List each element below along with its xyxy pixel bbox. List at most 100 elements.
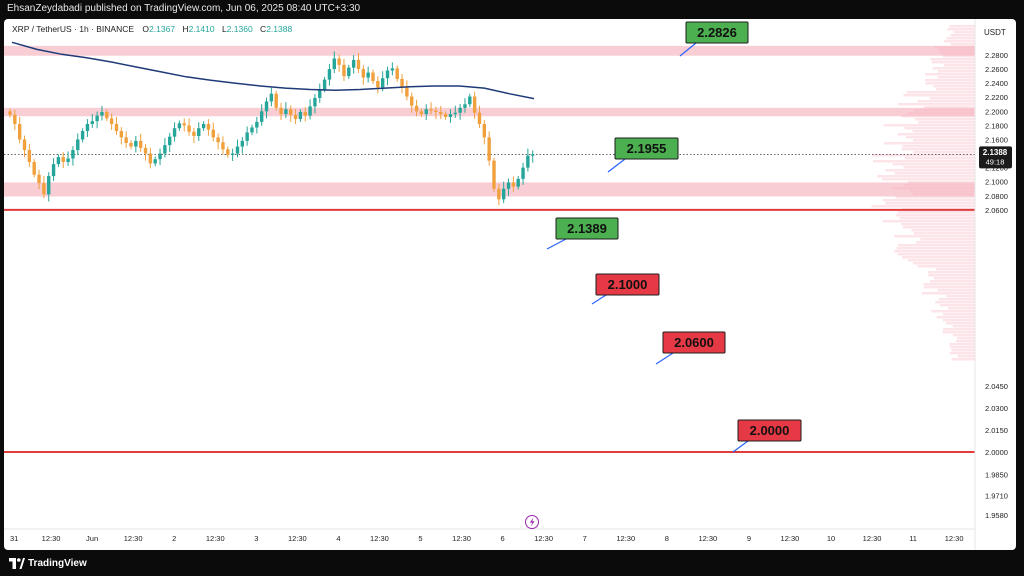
candle-body: [332, 58, 336, 70]
candle: [492, 157, 496, 192]
candle-body: [376, 81, 380, 88]
candle-body: [255, 121, 259, 128]
time-tick: 6: [501, 534, 505, 543]
profile-bar: [949, 352, 975, 355]
candle-body: [453, 112, 457, 115]
candle: [405, 80, 409, 101]
profile-bar: [885, 169, 975, 172]
candle-body: [390, 68, 395, 71]
profile-bar: [934, 46, 975, 49]
legend-symbol: XRP / TetherUS · 1h · BINANCE: [12, 24, 134, 34]
time-tick: 9: [747, 534, 751, 543]
price-tick: 2.2400: [985, 79, 1008, 88]
annotation-box: [737, 419, 802, 442]
publisher-text: EhsanZeydabadi published on TradingView.…: [7, 3, 361, 14]
time-tick: 12:30: [288, 534, 307, 543]
profile-bar: [902, 226, 975, 229]
profile-bar: [897, 103, 975, 106]
annotation-pointer: [655, 352, 674, 365]
annotation-label: 2.0000: [750, 423, 790, 438]
annotation-label: 2.1955: [627, 141, 667, 156]
candle-body: [477, 112, 482, 124]
price-tick: 2.2200: [985, 93, 1008, 102]
profile-bar: [871, 205, 975, 208]
price-tick: 2.2000: [985, 107, 1008, 116]
price-axis-ticks: 2.2800 2.2600 2.2400 2.2200 2.2000 2.1800 2.16…: [985, 51, 1008, 520]
lightning-icon[interactable]: [525, 515, 539, 529]
profile-bar: [949, 343, 975, 346]
ma-line: [11, 41, 535, 100]
candle: [22, 135, 27, 158]
candle: [66, 151, 70, 166]
time-tick: 12:30: [945, 534, 964, 543]
candle-body: [487, 137, 491, 161]
candle: [458, 103, 462, 120]
candle-body: [80, 131, 85, 140]
candle: [163, 138, 167, 158]
candle-body: [245, 132, 249, 141]
profile-bar: [955, 340, 975, 343]
profile-bar: [944, 64, 975, 67]
annotation-2-1000: 2.1000: [591, 273, 660, 305]
candle: [477, 105, 482, 128]
candle-body: [259, 111, 264, 122]
time-tick: 7: [583, 534, 587, 543]
candle-body: [463, 104, 467, 108]
time-tick: 12:30: [124, 534, 143, 543]
candle-body: [327, 69, 332, 80]
candle: [366, 66, 370, 83]
candle-body: [192, 131, 196, 136]
profile-bar: [901, 115, 975, 118]
time-axis-ticks: 31 12:30 Jun 12:30 2 12:30 3 12:30 4 12:30 5 12:30 6…: [10, 534, 964, 543]
candle-body: [351, 59, 356, 68]
candle: [443, 111, 448, 120]
candle: [95, 111, 99, 129]
price-chart[interactable]: 2.2826 2.1955 2.1389 2.1000 2.0600 2.0000 USD…: [4, 19, 1016, 550]
profile-bar: [901, 256, 975, 259]
candle: [235, 139, 240, 158]
time-tick: 12:30: [781, 534, 800, 543]
publisher-bar: EhsanZeydabadi published on TradingView.…: [0, 0, 1024, 18]
candle-body: [182, 123, 186, 126]
candle: [516, 176, 520, 190]
candle: [463, 98, 467, 113]
candle: [284, 102, 288, 119]
chart-frame[interactable]: 2.2826 2.1955 2.1389 2.1000 2.0600 2.0000 USD…: [4, 19, 1016, 550]
candle-body: [448, 114, 453, 117]
annotation-label: 2.0600: [674, 335, 714, 350]
profile-bar: [882, 220, 975, 223]
candle: [303, 107, 307, 122]
candle-body: [221, 142, 225, 150]
profile-bar: [946, 295, 975, 298]
profile-bar: [897, 133, 975, 136]
time-tick: 2: [172, 534, 176, 543]
candle-body: [308, 106, 312, 116]
candle: [85, 119, 90, 138]
candle: [201, 121, 206, 132]
candle: [434, 106, 438, 120]
candle-body: [76, 139, 80, 151]
candle: [385, 66, 390, 86]
profile-bar: [907, 181, 975, 184]
candle: [318, 83, 322, 103]
annotation-pointer: [732, 440, 749, 453]
candle-body: [371, 72, 375, 82]
candle-body: [158, 153, 162, 160]
candle: [313, 94, 317, 114]
profile-bar: [895, 196, 975, 199]
legend-o-value: 2.1367: [149, 24, 175, 34]
candle: [298, 109, 303, 122]
profile-bar: [957, 337, 975, 340]
candle-body: [303, 112, 307, 116]
candle: [468, 93, 472, 108]
candle: [100, 106, 104, 121]
candle: [308, 99, 312, 120]
candle: [347, 64, 351, 79]
time-tick: Jun: [86, 534, 98, 543]
profile-bar: [931, 310, 975, 313]
candle: [279, 102, 283, 121]
profile-bar: [929, 97, 975, 100]
profile-bar: [949, 25, 975, 28]
candle-body: [61, 157, 65, 163]
profile-bar: [957, 355, 975, 358]
